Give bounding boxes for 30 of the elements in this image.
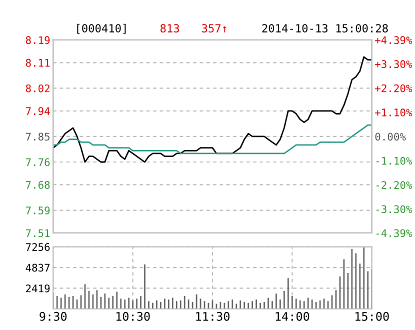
y-tick-label: 8.11 <box>26 58 50 67</box>
y-tick-label: 8.02 <box>26 84 50 92</box>
text: 2014-10-13 15:00:28 <box>262 24 388 32</box>
y-tick-label: 7.59 <box>26 206 50 214</box>
x-tick-label: 10:30 <box>116 312 150 321</box>
x-tick-label: 11:30 <box>196 312 230 321</box>
x-tick-label: 9:30 <box>40 312 67 321</box>
text: [000410] <box>77 24 126 34</box>
x-tick-label: 14:00 <box>276 312 310 321</box>
y-tick-label: 7.68 <box>26 180 50 189</box>
y2-tick-label: 0.00% <box>375 132 406 141</box>
y-tick-label: 7.51 <box>26 229 50 238</box>
y-tick-label: 4837 <box>26 264 50 272</box>
y2-tick-label: -3.30% <box>376 205 412 214</box>
y2-tick-label: +2.20% <box>375 84 412 92</box>
y-tick-label: 7256 <box>26 243 50 251</box>
text: 357↑ <box>202 24 226 32</box>
y2-tick-label: -2.20% <box>376 181 412 189</box>
y-tick-label: 7.76 <box>26 158 50 166</box>
y2-tick-label: -4.39% <box>376 229 412 238</box>
y-tick-label: 7.85 <box>26 132 50 141</box>
y-tick-label: 7.94 <box>26 107 50 116</box>
y-tick-label: 2419 <box>26 284 50 292</box>
text: 813 <box>160 24 180 32</box>
y2-tick-label: +4.39% <box>375 36 412 44</box>
y2-tick-label: -1.10% <box>376 156 412 165</box>
x-tick-label: 15:00 <box>355 312 389 321</box>
y-tick-label: 8.19 <box>26 36 50 44</box>
y2-tick-label: +3.30% <box>375 60 412 68</box>
y2-tick-label: +1.10% <box>375 108 412 116</box>
